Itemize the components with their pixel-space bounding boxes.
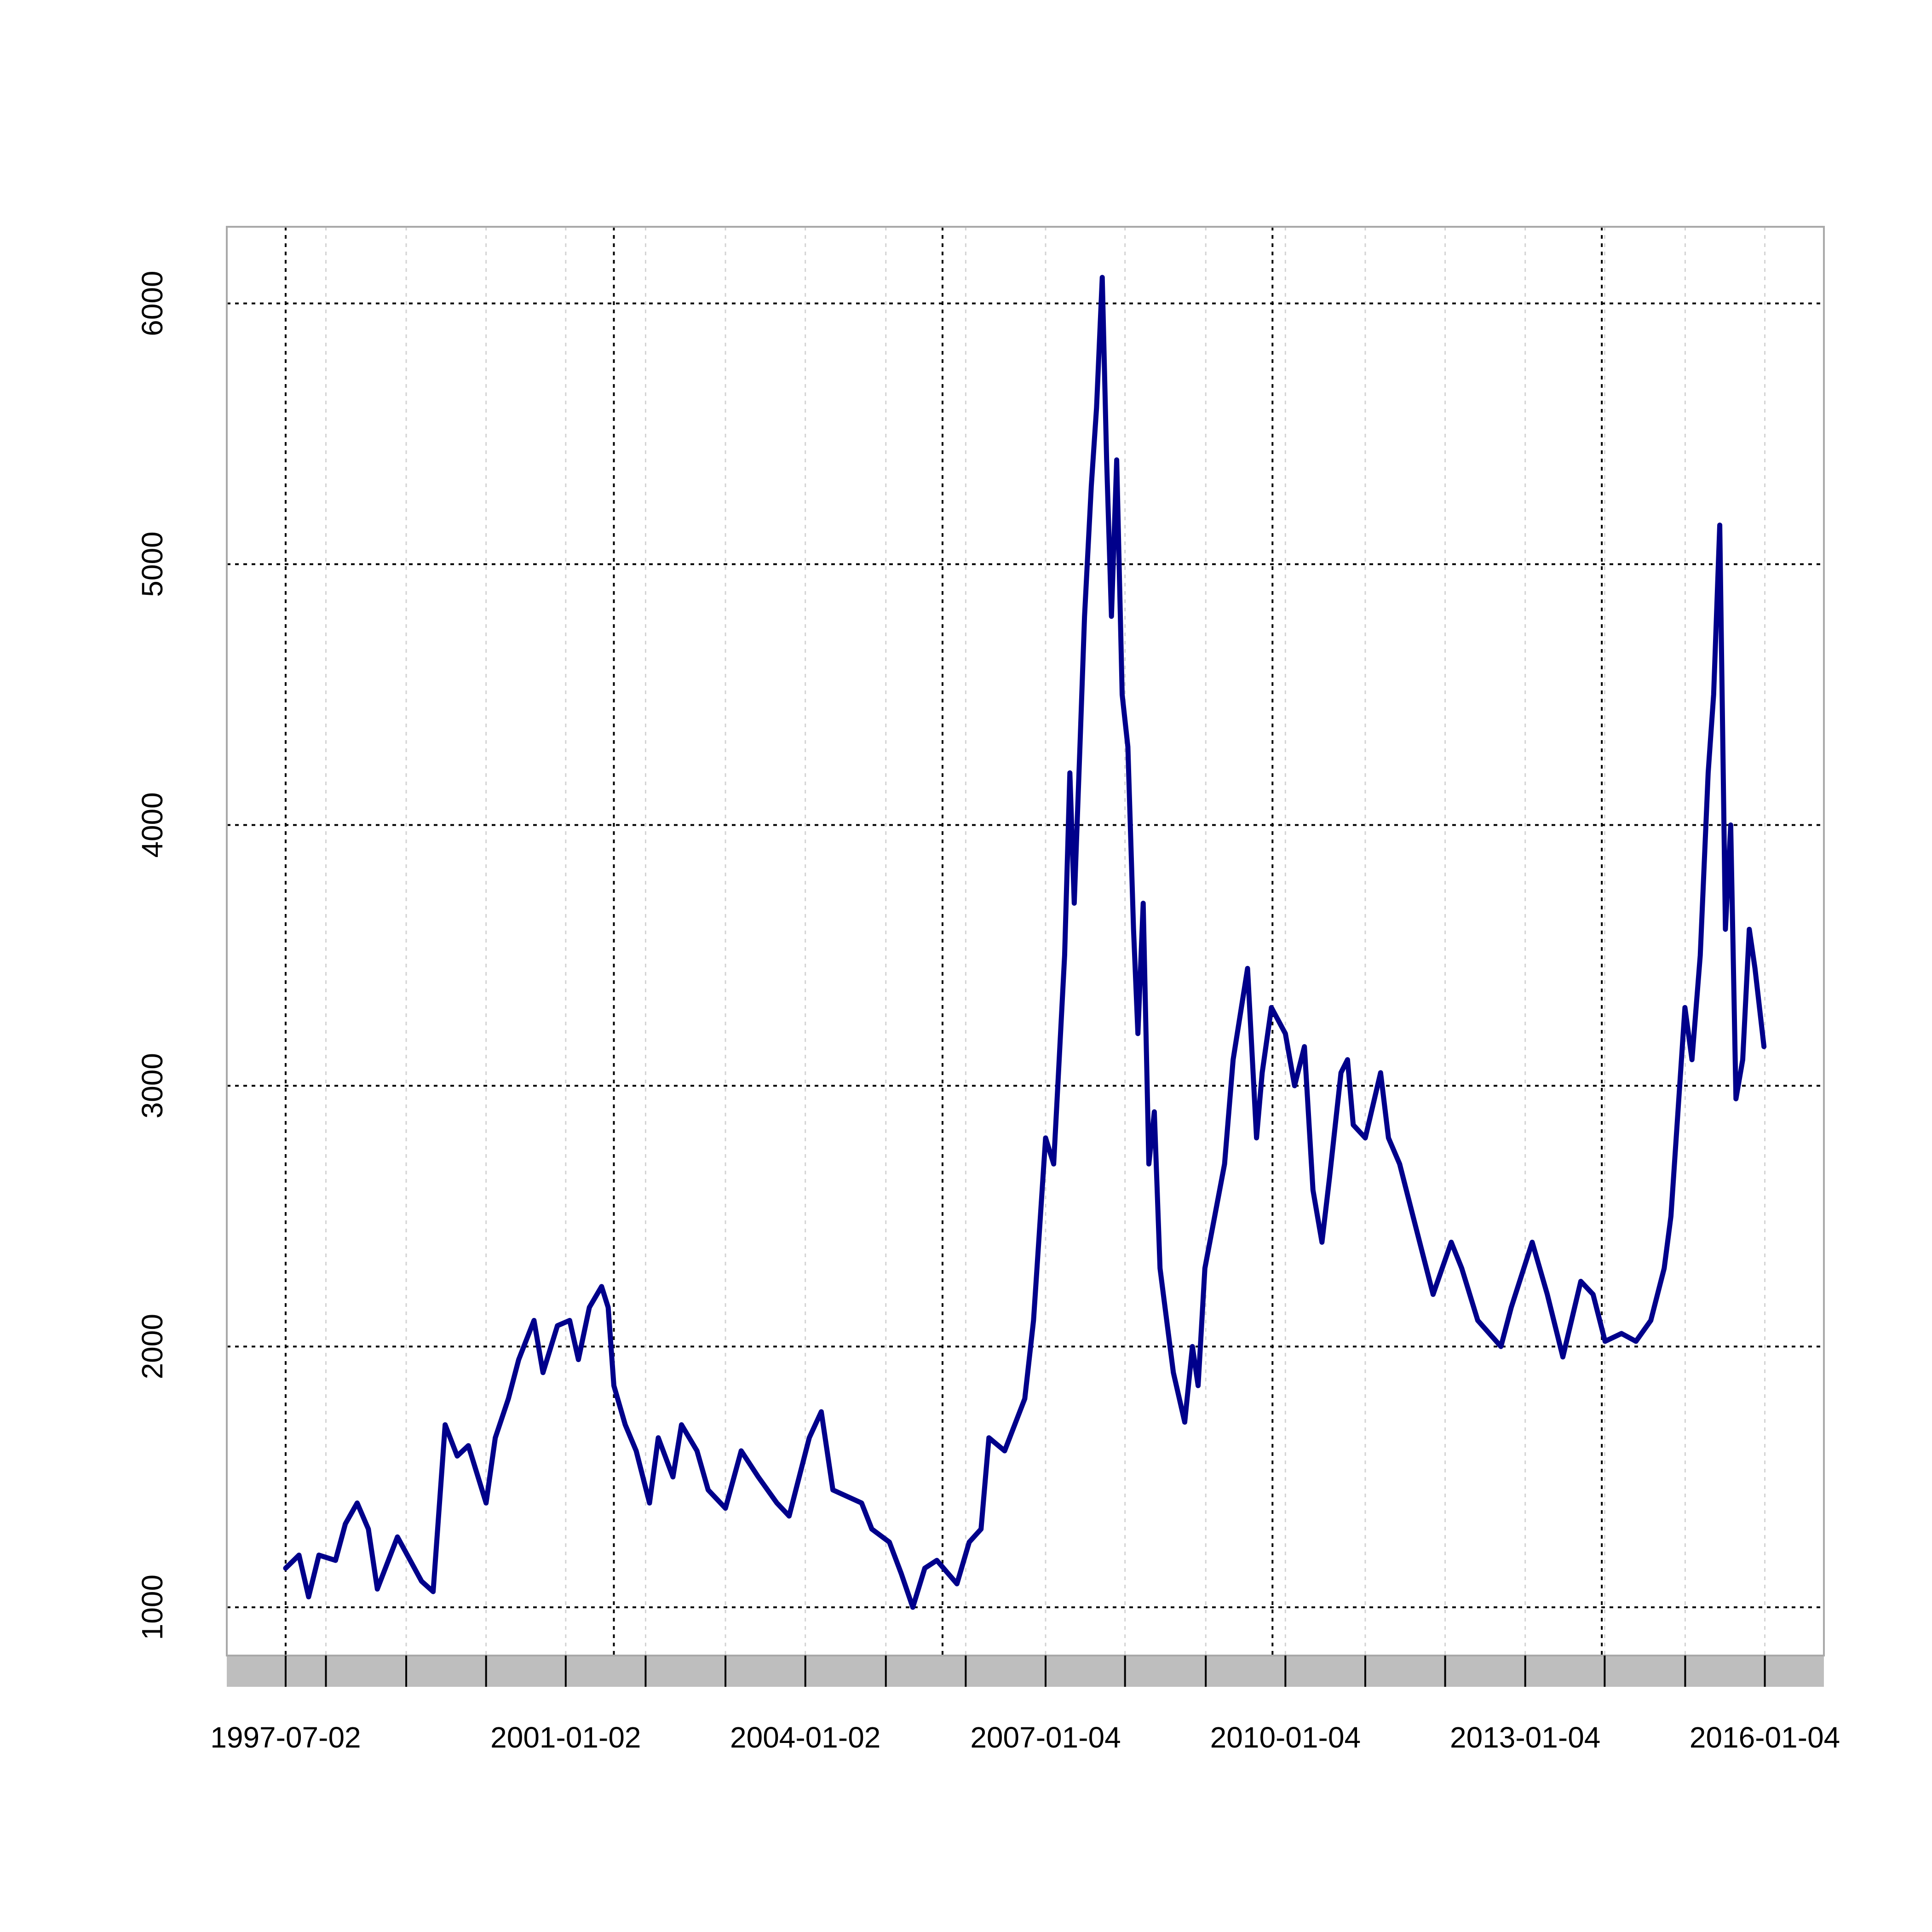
y-tick-label: 2000 <box>136 1314 169 1379</box>
plot-frame <box>226 226 1825 1656</box>
series-line <box>283 275 1767 1610</box>
y-tick-label: 6000 <box>136 270 169 336</box>
grid <box>227 227 1824 1656</box>
x-tick-label: 2016-01-04 <box>1690 1721 1840 1754</box>
time-bar <box>227 1656 1824 1687</box>
y-tick-label: 3000 <box>136 1053 169 1118</box>
x-tick-label: 2013-01-04 <box>1450 1721 1600 1754</box>
x-tick-label: 2007-01-04 <box>970 1721 1121 1754</box>
x-tick-label: 2010-01-04 <box>1210 1721 1361 1754</box>
y-tick-label: 4000 <box>136 792 169 857</box>
y-tick-label: 5000 <box>136 531 169 597</box>
x-tick-label: 2004-01-02 <box>730 1721 880 1754</box>
y-tick-label: 1000 <box>136 1575 169 1640</box>
plot-area <box>283 275 1767 1610</box>
axes: 1997-07-02 2001-01-02 2004-01-02 2007-01-04… <box>136 270 1840 1754</box>
x-tick-label: 1997-07-02 <box>210 1721 361 1754</box>
x-tick-label: 2001-01-02 <box>490 1721 641 1754</box>
